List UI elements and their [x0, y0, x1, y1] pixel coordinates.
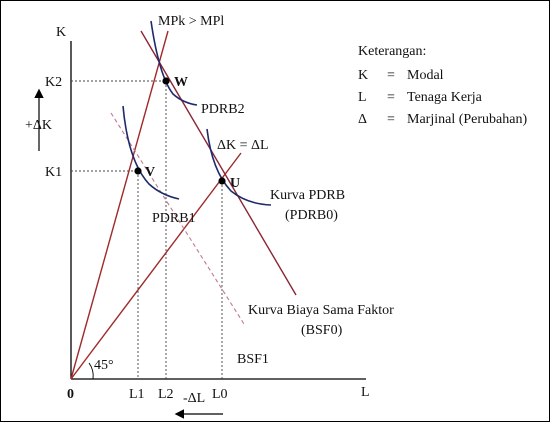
delta-l-label: -ΔL: [183, 391, 205, 406]
y-axis-label: K: [56, 25, 66, 40]
legend-key-k: K: [358, 68, 368, 83]
tick-label-k1: K1: [45, 165, 62, 180]
tick-label-l1: L1: [129, 387, 145, 402]
origin-label: 0: [67, 387, 74, 402]
point-w-marker: [162, 77, 170, 85]
expansion-ray-steep: [70, 30, 169, 380]
tick-label-l2: L2: [158, 387, 174, 402]
bsf1-label: BSF1: [237, 352, 269, 367]
bsf0-label: (BSF0): [301, 323, 343, 338]
angle-label: 45°: [94, 358, 114, 373]
pdrb1-label: PDRB1: [152, 211, 196, 226]
delta-k-label: +ΔK: [25, 118, 52, 133]
pdrb0-label: (PDRB0): [285, 208, 338, 223]
pdrb2-label: PDRB2: [201, 102, 245, 117]
mpk-mpl-label: MPk > MPl: [158, 14, 224, 29]
dk-dl-label: ΔK = ΔL: [217, 138, 269, 153]
legend-key-l: L: [358, 90, 367, 105]
legend-value-delta: Marjinal (Perubahan): [407, 112, 527, 127]
point-v-marker: [134, 167, 142, 175]
tick-label-k2: K2: [45, 75, 62, 90]
kurva-pdrb-label: Kurva PDRB: [270, 188, 345, 203]
bsf-title-label: Kurva Biaya Sama Faktor: [248, 303, 394, 318]
point-w-label: W: [174, 75, 188, 90]
angle-arc: [88, 362, 94, 380]
isoquant-pdrb1: [122, 105, 180, 200]
legend-title: Keterangan:: [358, 44, 426, 59]
legend-eq-l: =: [387, 90, 395, 105]
legend: Keterangan: K = Modal L = Tenaga Kerja Δ…: [358, 44, 527, 127]
isoquant-pdrb2: [150, 20, 198, 106]
point-u-marker: [218, 177, 226, 185]
x-axis-label: L: [361, 385, 370, 400]
tick-label-l0: L0: [212, 387, 228, 402]
legend-eq-k: =: [387, 68, 395, 83]
point-v-label: V: [145, 165, 155, 180]
legend-value-l: Tenaga Kerja: [407, 90, 483, 105]
cost-line-bsf0: [140, 30, 297, 296]
legend-eq-delta: =: [387, 112, 395, 127]
point-u-label: U: [230, 176, 240, 191]
legend-value-k: Modal: [407, 68, 444, 83]
expansion-ray-45deg: [70, 152, 242, 380]
legend-key-delta: Δ: [358, 112, 367, 127]
isoquant-pdrb0: [206, 128, 272, 206]
